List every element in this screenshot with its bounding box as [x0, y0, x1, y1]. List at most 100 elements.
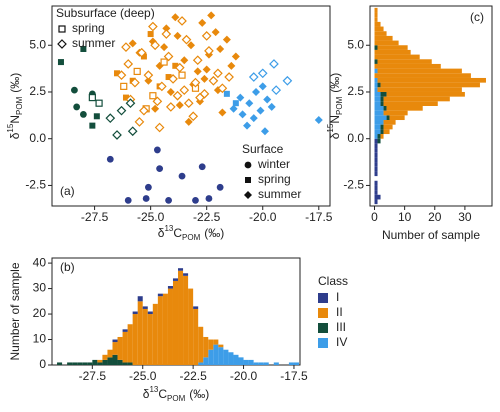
bar: [178, 270, 184, 365]
bar: [374, 96, 381, 102]
point: [263, 95, 272, 104]
legend-swatch: [318, 323, 328, 333]
point: [236, 93, 245, 102]
point: [165, 74, 172, 81]
point: [223, 90, 230, 97]
point: [162, 24, 171, 33]
point: [165, 102, 176, 112]
bar: [142, 306, 148, 309]
bar: [147, 314, 153, 365]
point: [211, 28, 220, 37]
point: [144, 76, 153, 85]
bar: [112, 354, 118, 365]
bar: [172, 278, 179, 281]
legend-title: Class: [318, 274, 348, 288]
bar: [380, 82, 480, 88]
label-sub: POM: [335, 96, 344, 115]
point: [139, 105, 149, 116]
legend-marker: [244, 161, 252, 169]
bar: [198, 326, 204, 363]
point: [57, 59, 64, 66]
legend-label: spring: [72, 21, 105, 35]
label-delta: δ: [158, 226, 165, 240]
point: [80, 45, 87, 52]
bar: [374, 45, 378, 50]
point: [248, 72, 259, 82]
y-tick-label: 40: [33, 255, 47, 269]
point: [174, 62, 185, 73]
point: [154, 122, 165, 133]
bar: [112, 339, 118, 343]
bar: [386, 115, 390, 121]
point: [198, 163, 206, 171]
point: [193, 67, 202, 76]
bar: [193, 308, 199, 365]
point: [128, 39, 137, 48]
bar: [374, 120, 384, 125]
point: [180, 56, 189, 65]
bar: [147, 311, 153, 315]
bar: [218, 344, 224, 348]
bar: [374, 26, 384, 32]
bar: [122, 331, 128, 363]
point: [204, 46, 214, 56]
bar: [188, 288, 194, 365]
bar: [380, 129, 384, 135]
bar: [258, 362, 264, 365]
bar: [374, 12, 378, 18]
point: [143, 70, 154, 81]
panel-label: (c): [470, 10, 484, 24]
bar: [97, 362, 103, 365]
point: [229, 104, 238, 113]
point: [116, 70, 127, 81]
point: [256, 106, 265, 115]
point: [151, 104, 160, 113]
bar: [380, 101, 384, 106]
bar: [137, 301, 143, 365]
bar: [273, 362, 279, 365]
bar: [127, 362, 133, 365]
point: [155, 61, 164, 70]
bar: [57, 362, 63, 365]
point: [213, 68, 223, 79]
y-tick-label: 0.0: [347, 131, 364, 145]
label-element: N: [328, 115, 342, 124]
point: [79, 111, 87, 118]
bar: [374, 162, 378, 167]
bar: [253, 362, 259, 365]
point: [257, 68, 268, 79]
point: [216, 183, 224, 191]
bar: [374, 115, 387, 121]
bar: [374, 54, 420, 60]
bar: [293, 362, 299, 365]
label-sup: 15: [326, 123, 335, 132]
point: [157, 81, 167, 92]
bar: [117, 359, 123, 365]
bar: [380, 134, 384, 139]
y-tick-label: 20: [33, 306, 47, 320]
point: [271, 85, 282, 95]
label-sup: 13: [149, 385, 158, 394]
y-tick-label: 2.5: [347, 84, 364, 98]
point: [202, 65, 211, 74]
point: [227, 61, 236, 70]
bar: [383, 101, 438, 106]
bar: [374, 194, 381, 200]
bar: [374, 35, 393, 41]
bar: [383, 120, 396, 125]
x-tick-label: 20: [428, 210, 442, 224]
point: [314, 116, 323, 125]
legend-marker: [245, 177, 251, 183]
point: [183, 98, 194, 109]
point: [208, 75, 219, 86]
point: [121, 42, 131, 52]
bar: [374, 148, 378, 153]
point: [179, 85, 190, 95]
point: [116, 105, 127, 116]
point: [147, 31, 154, 38]
bar: [377, 77, 486, 83]
bar: [117, 336, 123, 360]
legend-swatch: [318, 293, 328, 303]
x-tick-label: 30: [458, 210, 472, 224]
axis-label: δ13CPOM (‰): [158, 224, 225, 242]
